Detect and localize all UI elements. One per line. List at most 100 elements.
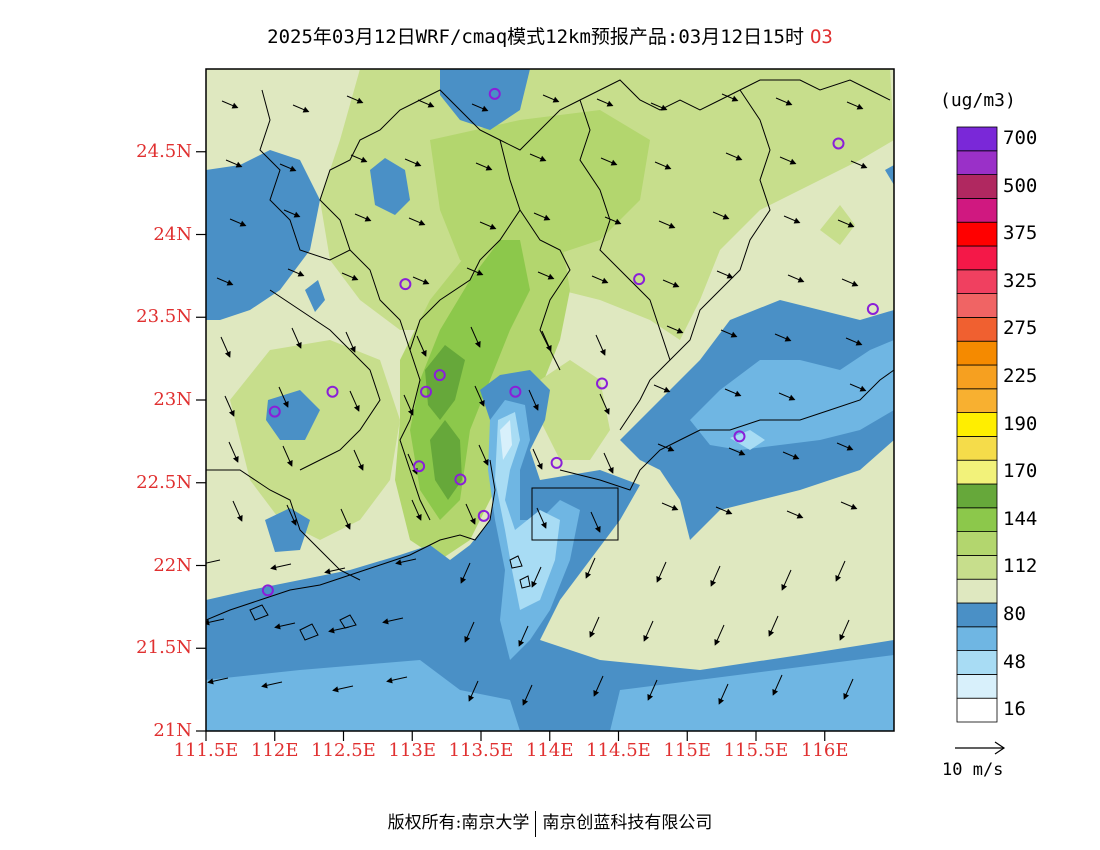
- wind-arrowhead: [664, 163, 672, 170]
- east-edge-blue: [885, 165, 894, 185]
- legend-color-cell: [956, 293, 998, 318]
- lon-tick-label: 113.5E: [448, 740, 514, 761]
- east-green-patch: [540, 360, 610, 460]
- lat-tick-label: 23.5N: [136, 306, 192, 328]
- west-blue-ring: [266, 390, 320, 440]
- wind-arrowhead: [290, 519, 297, 526]
- axis-ticks: [196, 151, 826, 741]
- wind-arrowhead: [418, 219, 426, 226]
- wind-arrowhead: [610, 159, 618, 166]
- station-marker: [413, 460, 426, 473]
- legend-tick-label: 500: [1003, 174, 1038, 197]
- station-marker: [326, 385, 339, 398]
- north-blue-patch: [440, 69, 530, 130]
- wind-arrowhead: [469, 518, 476, 525]
- legend-color-cell: [956, 412, 998, 437]
- wind-arrowhead: [468, 695, 475, 702]
- wind-arrowhead: [718, 698, 725, 705]
- wind-arrowhead: [460, 577, 467, 584]
- wind-reference-arrow: [955, 741, 1006, 755]
- wind-arrowhead: [846, 444, 854, 451]
- legend-tick-label: 170: [1003, 460, 1038, 483]
- legend-tick-label: 225: [1003, 364, 1038, 387]
- lat-tick-label: 24.5N: [136, 140, 192, 162]
- legend-color-cell: [956, 650, 998, 675]
- station-marker: [433, 369, 446, 382]
- northeast-green-patch: [820, 205, 855, 245]
- legend-unit: (ug/m3): [940, 90, 1016, 111]
- wind-arrowhead: [414, 160, 422, 167]
- legend-color-cell: [956, 674, 998, 699]
- wind-arrowhead: [851, 280, 859, 287]
- wind-arrowhead: [289, 165, 297, 172]
- lat-tick-label: 22.5N: [136, 471, 192, 493]
- wind-arrowhead: [594, 526, 601, 533]
- legend-color-cell: [956, 531, 998, 556]
- wind-arrowhead: [274, 623, 281, 630]
- station-marker: [832, 137, 845, 150]
- legend-tick-label: 112: [1003, 555, 1038, 578]
- lon-tick-label: 112.5E: [311, 740, 376, 761]
- map-title: 2025年03月12日WRF/cmaq模式12km预报产品:03月12日15时 O…: [0, 22, 1100, 49]
- legend-color-cell: [956, 507, 998, 532]
- legend-color-cell: [956, 126, 998, 152]
- wind-arrowhead: [601, 277, 609, 284]
- wind-arrowhead: [536, 463, 543, 470]
- station-marker: [477, 509, 490, 522]
- legend-tick-label: 325: [1003, 269, 1038, 292]
- wind-arrowhead: [302, 106, 310, 113]
- west-blue-region: [206, 150, 320, 320]
- wind-arrowhead: [270, 564, 277, 571]
- title-text: 2025年03月12日WRF/cmaq模式12km预报产品:03月12日15时: [267, 26, 804, 48]
- wind-arrowhead: [781, 584, 788, 591]
- estuary-lighter: [495, 412, 560, 610]
- wind-arrowhead: [789, 158, 797, 165]
- wind-arrowhead: [344, 523, 351, 530]
- wind-arrowhead: [282, 401, 289, 408]
- station-marker: [633, 273, 646, 286]
- wind-arrowhead: [547, 273, 555, 280]
- estuary-pale: [500, 420, 512, 460]
- wind-arrowhead: [232, 456, 239, 463]
- boundary-west-south: [206, 469, 361, 581]
- wind-reference-label: 10 m/s: [942, 760, 1004, 780]
- legend-tick-label: 700: [1003, 126, 1038, 149]
- wind-arrowhead: [464, 636, 471, 643]
- wind-arrowhead: [793, 217, 801, 224]
- coastline-east: [559, 369, 894, 491]
- legend-tick-label: 190: [1003, 412, 1038, 435]
- south-sea-light-band: [610, 655, 894, 731]
- wind-arrowhead: [731, 95, 739, 102]
- legend-color-cell: [956, 245, 998, 271]
- wind-arrowhead: [356, 97, 364, 104]
- wind-arrowhead: [206, 619, 210, 626]
- wind-arrowhead: [784, 335, 792, 342]
- wind-arrowhead: [360, 156, 368, 163]
- lon-tick-label: 112E: [251, 740, 299, 761]
- wind-arrowhead: [353, 405, 360, 412]
- lon-tick-label: 114E: [526, 740, 574, 761]
- wind-arrowhead: [349, 346, 356, 353]
- central-dark-green-2: [430, 420, 462, 500]
- central-dark-green: [425, 345, 465, 420]
- wind-arrowhead: [672, 281, 680, 288]
- wind-arrowhead: [614, 218, 622, 225]
- northwest-blue-patch: [370, 158, 410, 215]
- wind-arrowhead: [606, 100, 614, 107]
- wind-arrowhead: [552, 96, 560, 103]
- wind-arrowhead: [481, 105, 489, 112]
- legend-color-cell: [956, 555, 998, 580]
- legend-color-cell: [956, 269, 998, 294]
- wind-arrowhead: [647, 694, 654, 701]
- footer-company: 南京创蓝科技有限公司: [542, 813, 713, 833]
- wind-arrowhead: [722, 213, 730, 220]
- wind-arrowhead: [474, 341, 481, 348]
- legend-tick-label: 16: [1003, 698, 1026, 721]
- wind-arrowhead: [540, 522, 547, 529]
- wind-arrowhead: [663, 386, 671, 393]
- wind-arrowhead: [788, 394, 796, 401]
- coastal-islands: [249, 555, 531, 641]
- wind-arrowhead: [231, 102, 239, 109]
- station-marker: [733, 430, 746, 443]
